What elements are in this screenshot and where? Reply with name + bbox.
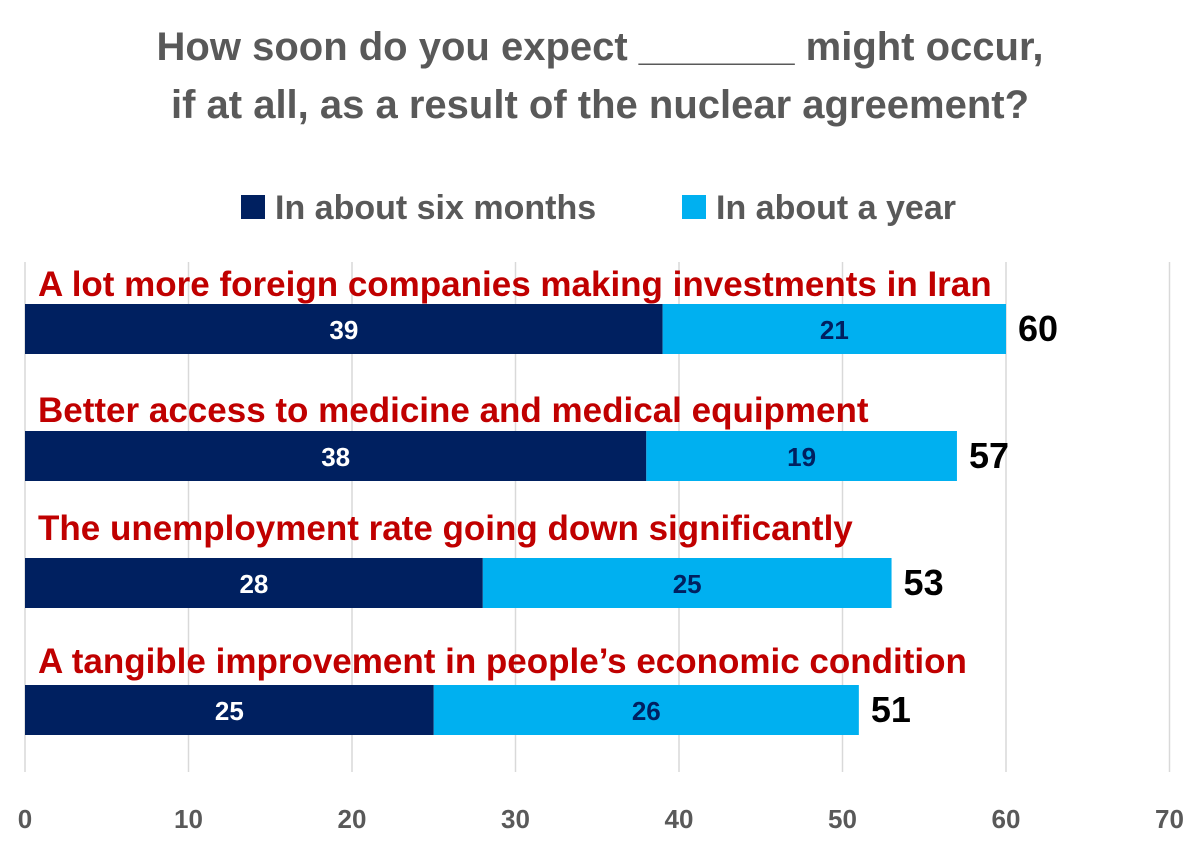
bar-segment-3-a-year bbox=[482, 558, 892, 608]
data-label-1-a-year: 21 bbox=[820, 315, 849, 345]
x-axis: 0 10 20 30 40 50 60 70 bbox=[18, 804, 1184, 834]
data-label-1-six-months: 39 bbox=[329, 315, 358, 345]
chart-title-line-1: How soon do you expect _______ might occ… bbox=[157, 25, 1044, 69]
x-tick-label-0: 0 bbox=[18, 804, 32, 834]
data-label-4-six-months: 25 bbox=[215, 696, 244, 726]
bar-segment-3-six-months bbox=[25, 558, 483, 608]
x-tick-label-50: 50 bbox=[828, 804, 857, 834]
x-tick-label-20: 20 bbox=[338, 804, 367, 834]
data-label-3-a-year: 25 bbox=[673, 569, 702, 599]
bars: A lot more foreign companies making inve… bbox=[25, 265, 1058, 735]
chart-title-line-2: if at all, as a result of the nuclear ag… bbox=[171, 83, 1029, 127]
legend-label-a-year: In about a year bbox=[716, 189, 956, 227]
data-label-3-six-months: 28 bbox=[239, 569, 268, 599]
bar-segment-4-six-months bbox=[25, 685, 434, 735]
total-label-1: 60 bbox=[1018, 308, 1058, 349]
category-label-4: A tangible improvement in people’s econo… bbox=[38, 642, 967, 681]
legend: In about six months In about a year bbox=[241, 189, 956, 227]
x-tick-label-40: 40 bbox=[665, 804, 694, 834]
category-label-1: A lot more foreign companies making inve… bbox=[38, 265, 992, 304]
x-tick-label-30: 30 bbox=[501, 804, 530, 834]
x-tick-label-10: 10 bbox=[174, 804, 203, 834]
data-label-2-six-months: 38 bbox=[321, 442, 350, 472]
total-label-3: 53 bbox=[904, 562, 944, 603]
category-label-3: The unemployment rate going down signifi… bbox=[38, 509, 853, 548]
data-label-2-a-year: 19 bbox=[787, 442, 816, 472]
bar-segment-4-a-year bbox=[433, 685, 859, 735]
bar-segment-1-six-months bbox=[25, 304, 663, 354]
data-label-4-a-year: 26 bbox=[632, 696, 661, 726]
x-tick-label-70: 70 bbox=[1155, 804, 1184, 834]
total-label-4: 51 bbox=[871, 689, 911, 730]
bar-segment-1-a-year bbox=[662, 304, 1006, 354]
total-label-2: 57 bbox=[969, 435, 1009, 476]
bar-segment-2-six-months bbox=[25, 431, 647, 481]
bar-segment-2-a-year bbox=[646, 431, 957, 481]
x-tick-label-60: 60 bbox=[992, 804, 1021, 834]
category-label-2: Better access to medicine and medical eq… bbox=[38, 391, 869, 430]
legend-swatch-six-months bbox=[241, 195, 265, 219]
legend-label-six-months: In about six months bbox=[275, 189, 596, 227]
legend-swatch-a-year bbox=[682, 195, 706, 219]
